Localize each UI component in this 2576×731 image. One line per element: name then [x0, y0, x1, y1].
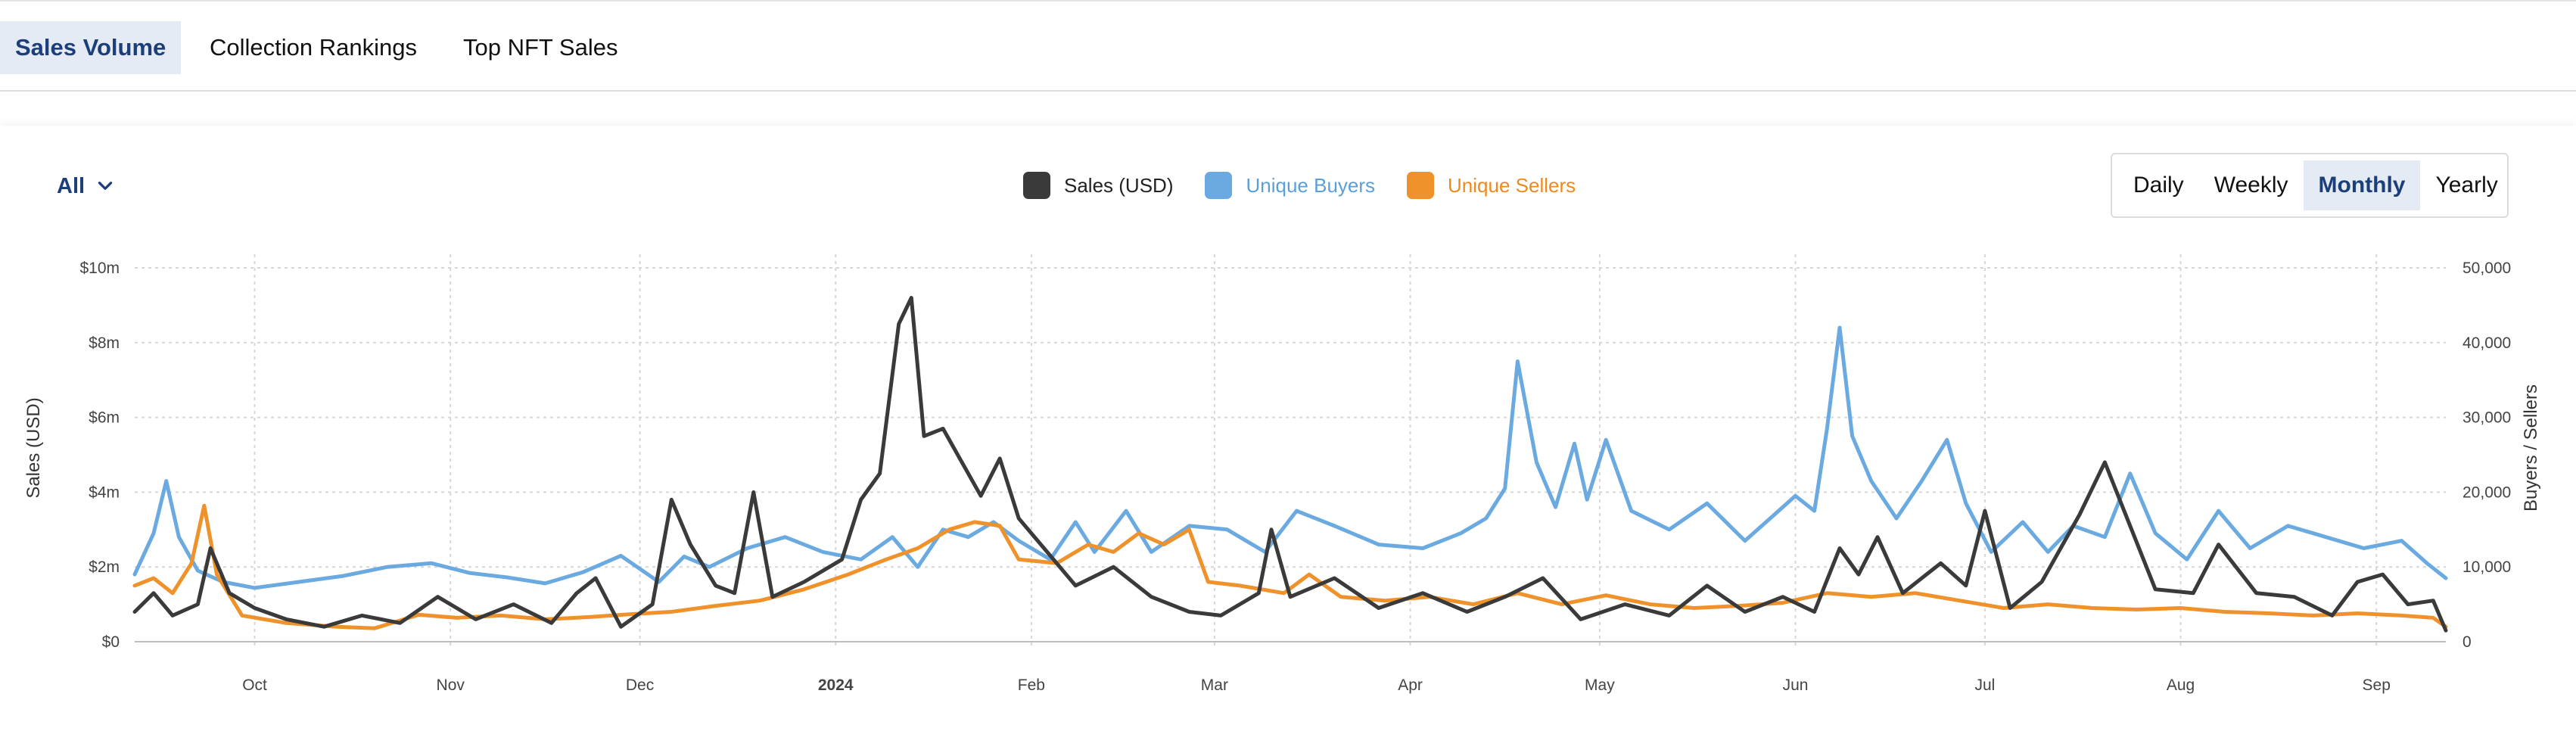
x-tick-label: Sep [2363, 677, 2391, 694]
legend-swatch-sellers [1407, 172, 1435, 199]
y-right-tick-label: 40,000 [2462, 334, 2511, 352]
legend-swatch-sales [1023, 172, 1050, 199]
x-tick-label: Oct [242, 677, 267, 694]
x-tick-label: Dec [626, 677, 654, 694]
x-tick-label: Jul [1974, 677, 1995, 694]
legend-swatch-buyers [1205, 172, 1233, 199]
legend-item-buyers[interactable]: Unique Buyers [1205, 172, 1375, 199]
y-right-tick-label: 30,000 [2462, 409, 2511, 427]
x-tick-label: Jun [1783, 677, 1809, 694]
y-left-tick-label: $10m [79, 260, 120, 277]
y-left-tick-label: $2m [89, 558, 120, 576]
y-right-tick-label: 50,000 [2462, 260, 2511, 277]
legend-label-sales: Sales (USD) [1064, 173, 1174, 197]
tab-sales-volume[interactable]: Sales Volume [0, 21, 182, 74]
y-left-tick-label: $0 [102, 633, 120, 651]
y-axis-left-title: Sales (USD) [23, 397, 44, 498]
top-nav: Sales Volume Collection Rankings Top NFT… [0, 0, 2576, 92]
unique-buyers-line [132, 325, 2448, 590]
y-right-tick-label: 0 [2462, 633, 2472, 651]
chart-legend: Sales (USD) Unique Buyers Unique Sellers [1023, 168, 1607, 203]
chevron-down-icon [98, 182, 113, 190]
x-tick-label: Aug [2167, 677, 2195, 694]
sales-volume-chart: Sales (USD) Buyers / Sellers Oct Nov Dec 20… [23, 254, 2541, 694]
unique-sellers-line [132, 503, 2448, 630]
legend-item-sellers[interactable]: Unique Sellers [1407, 172, 1576, 199]
chart-series [132, 296, 2448, 633]
tab-top-nft-sales[interactable]: Top NFT Sales [463, 34, 618, 61]
y-right-tick-label: 10,000 [2462, 558, 2511, 576]
chart-grid [135, 254, 2446, 649]
y-left-tick-label: $4m [89, 484, 120, 501]
range-yearly-button[interactable]: Yearly [2435, 173, 2498, 198]
category-filter-dropdown[interactable]: All [57, 170, 115, 203]
y-right-tick-label: 20,000 [2462, 484, 2511, 501]
filter-label: All [57, 173, 86, 198]
legend-label-buyers: Unique Buyers [1246, 173, 1376, 197]
time-range-selector: Daily Weekly Monthly Yearly [2111, 153, 2509, 218]
range-monthly-button[interactable]: Monthly [2303, 160, 2421, 210]
range-weekly-button[interactable]: Weekly [2214, 173, 2288, 198]
chart-card [0, 126, 2576, 731]
y-left-tick-label: $6m [89, 409, 120, 427]
legend-item-sales[interactable]: Sales (USD) [1023, 172, 1173, 199]
y-left-tick-label: $8m [89, 334, 120, 352]
y-axis-right-title: Buyers / Sellers [2521, 384, 2541, 512]
x-tick-label: Nov [437, 677, 465, 694]
x-tick-label: Apr [1398, 677, 1423, 694]
x-tick-label: May [1585, 677, 1615, 694]
range-daily-button[interactable]: Daily [2133, 173, 2184, 198]
sales-line [132, 296, 2448, 633]
x-tick-label: Feb [1018, 677, 1045, 694]
x-tick-label: Mar [1201, 677, 1228, 694]
chart-axes: Sales (USD) Buyers / Sellers Oct Nov Dec 20… [23, 260, 2541, 694]
legend-label-sellers: Unique Sellers [1448, 173, 1576, 197]
x-tick-label: 2024 [818, 677, 854, 694]
tab-collection-rankings[interactable]: Collection Rankings [210, 34, 417, 61]
